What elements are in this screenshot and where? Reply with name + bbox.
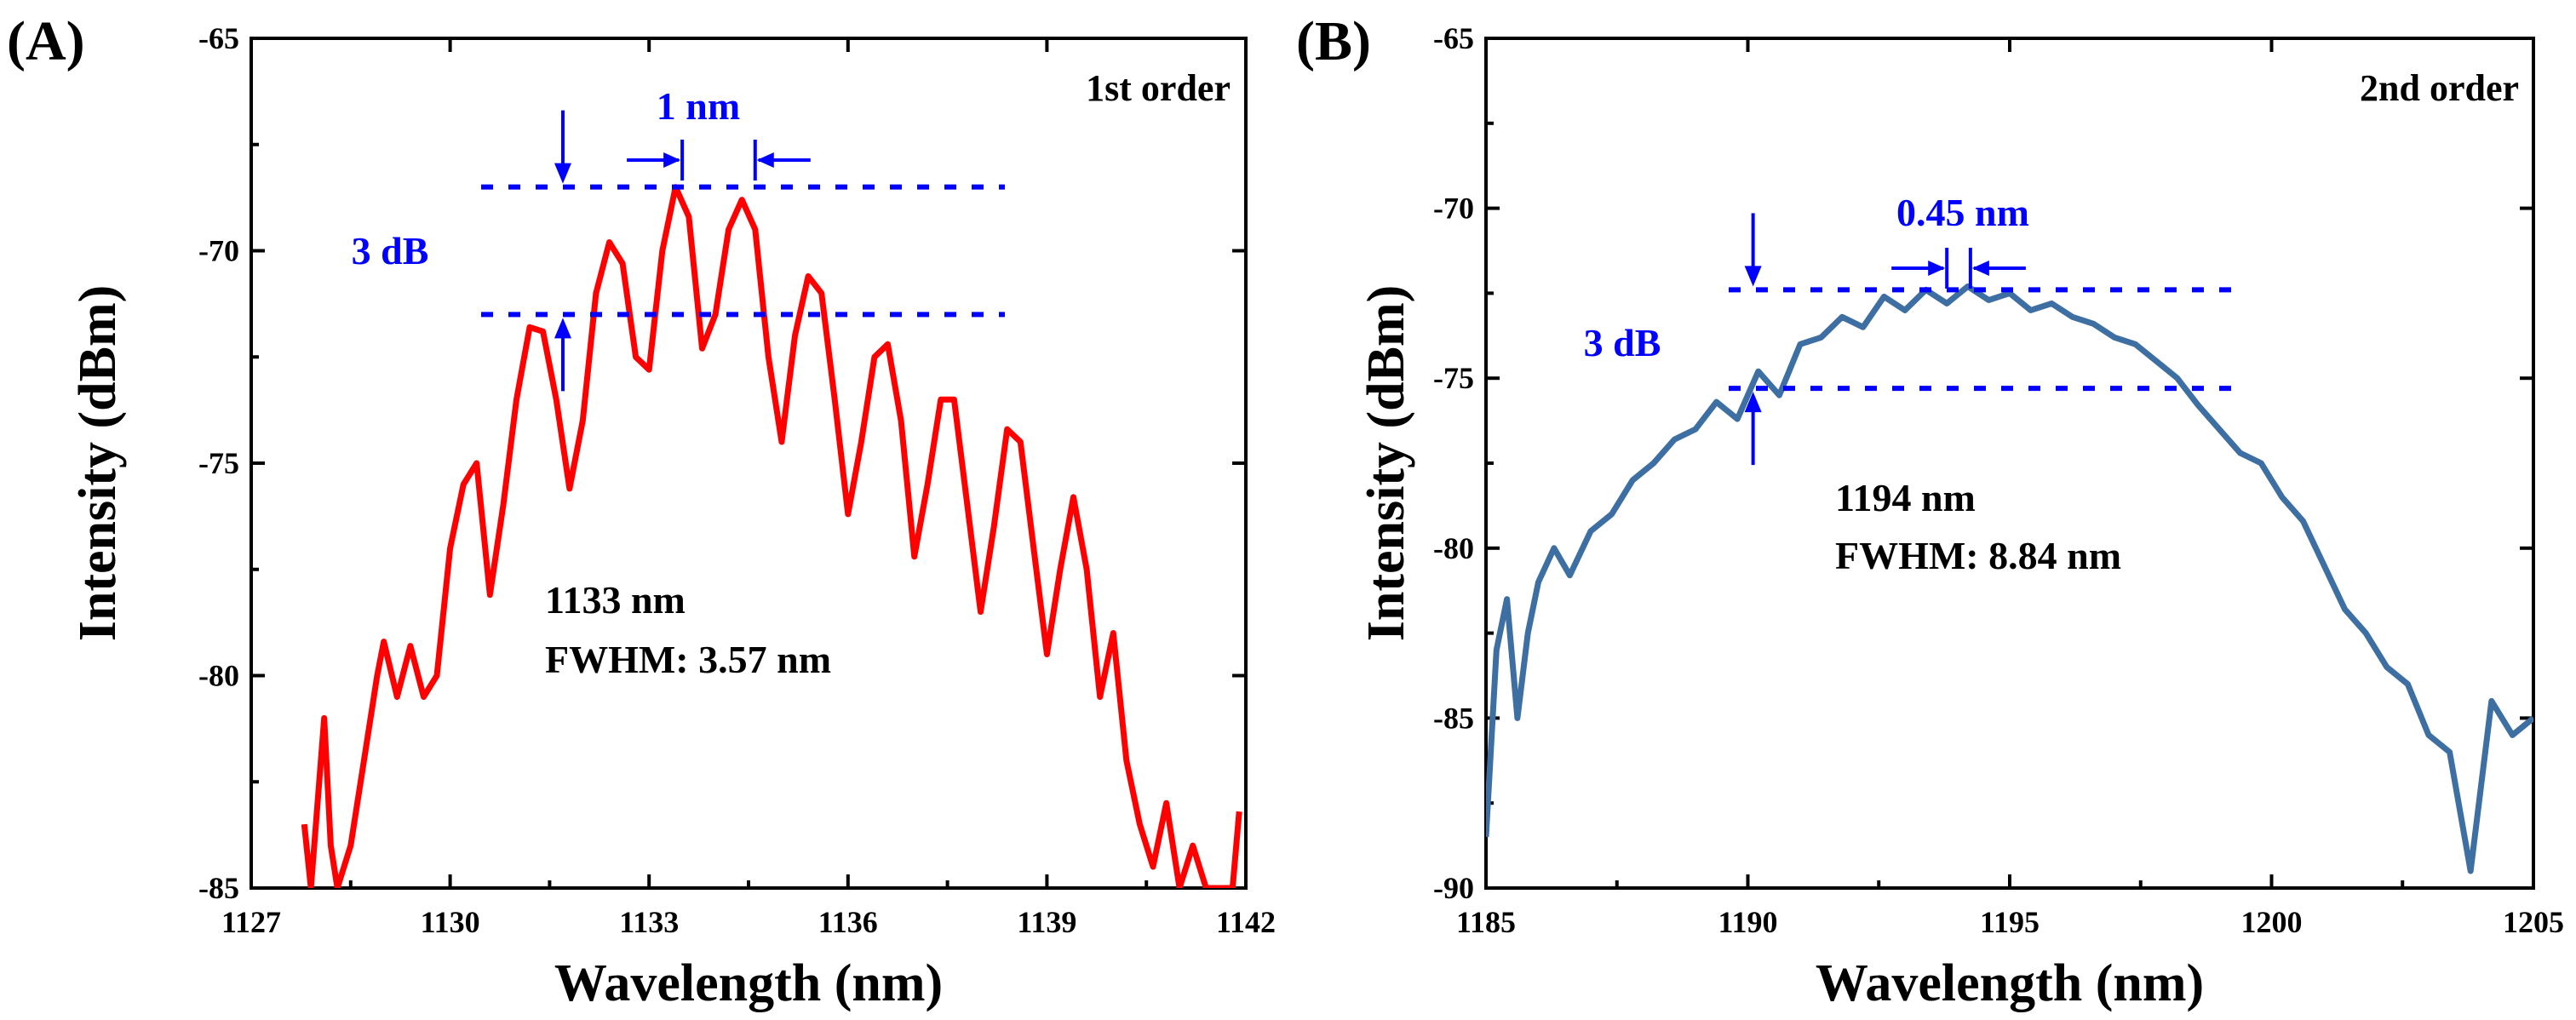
x-tick-label: 1133 xyxy=(619,905,679,939)
y-tick-label: -75 xyxy=(198,446,239,480)
spectrum-line xyxy=(1486,283,2533,874)
x-tick-label: 1200 xyxy=(2241,905,2303,939)
x-tick-label: 1205 xyxy=(2503,905,2564,939)
db-arrowhead-down xyxy=(554,163,571,184)
y-tick-label: -65 xyxy=(198,21,239,55)
x-tick-label: 1127 xyxy=(221,905,281,939)
x-tick-label: 1136 xyxy=(818,905,878,939)
fwhm-label: FWHM: 8.84 nm xyxy=(1835,534,2121,577)
spacing-arrowhead-right xyxy=(1971,261,1989,276)
order-label: 1st order xyxy=(1086,67,1231,109)
y-tick-label: -85 xyxy=(1433,701,1474,735)
panel-label: (B) xyxy=(1296,10,1371,72)
plot-frame xyxy=(1484,37,2535,890)
y-tick-label: -85 xyxy=(198,871,239,905)
x-tick-label: 1195 xyxy=(1980,905,2040,939)
x-axis-label: Wavelength (nm) xyxy=(1816,954,2204,1012)
chart-panel-a: 1127 1130 1133 1136 1139 1142 -85 -80 -75 -70 -65 W… xyxy=(7,10,1276,1012)
chart-panel-b: 1185 1190 1195 1200 1205 -90 -85 -80 -75 -70 -65 Wa… xyxy=(1296,10,2564,1012)
db-label: 3 dB xyxy=(352,229,429,272)
db-arrowhead-down xyxy=(1744,266,1762,287)
db-label: 3 dB xyxy=(1584,321,1661,364)
panel-label: (A) xyxy=(7,10,85,72)
x-tick-label: 1130 xyxy=(421,905,480,939)
db-arrowhead-up xyxy=(554,318,571,339)
y-axis-label: Intensity (dBm) xyxy=(69,285,127,642)
y-tick-label: -90 xyxy=(1433,871,1474,905)
x-tick-label: 1185 xyxy=(1456,905,1516,939)
spacing-label: 0.45 nm xyxy=(1896,191,2029,234)
spacing-arrowhead-right xyxy=(756,152,774,168)
spectrum-line xyxy=(301,184,1242,888)
y-tick-label: -75 xyxy=(1433,361,1474,395)
center-wavelength-label: 1133 nm xyxy=(545,578,686,622)
x-tick-label: 1139 xyxy=(1017,905,1076,939)
y-tick-label: -80 xyxy=(198,659,239,693)
x-tick-label: 1142 xyxy=(1216,905,1276,939)
plot-frame xyxy=(250,37,1248,890)
y-tick-label: -65 xyxy=(1433,21,1474,55)
y-tick-label: -80 xyxy=(1433,531,1474,565)
x-tick-label: 1190 xyxy=(1718,905,1777,939)
y-axis-label: Intensity (dBm) xyxy=(1357,285,1415,642)
x-axis-label: Wavelength (nm) xyxy=(554,954,943,1012)
spacing-label: 1 nm xyxy=(657,84,740,128)
db-arrowhead-up xyxy=(1744,392,1762,413)
center-wavelength-label: 1194 nm xyxy=(1835,476,1976,519)
fwhm-label: FWHM: 3.57 nm xyxy=(545,638,831,681)
y-tick-label: -70 xyxy=(198,234,239,268)
spacing-arrowhead-left xyxy=(1928,261,1946,276)
spacing-arrowhead-left xyxy=(663,152,681,168)
order-label: 2nd order xyxy=(2360,67,2519,109)
y-tick-label: -70 xyxy=(1433,192,1474,226)
